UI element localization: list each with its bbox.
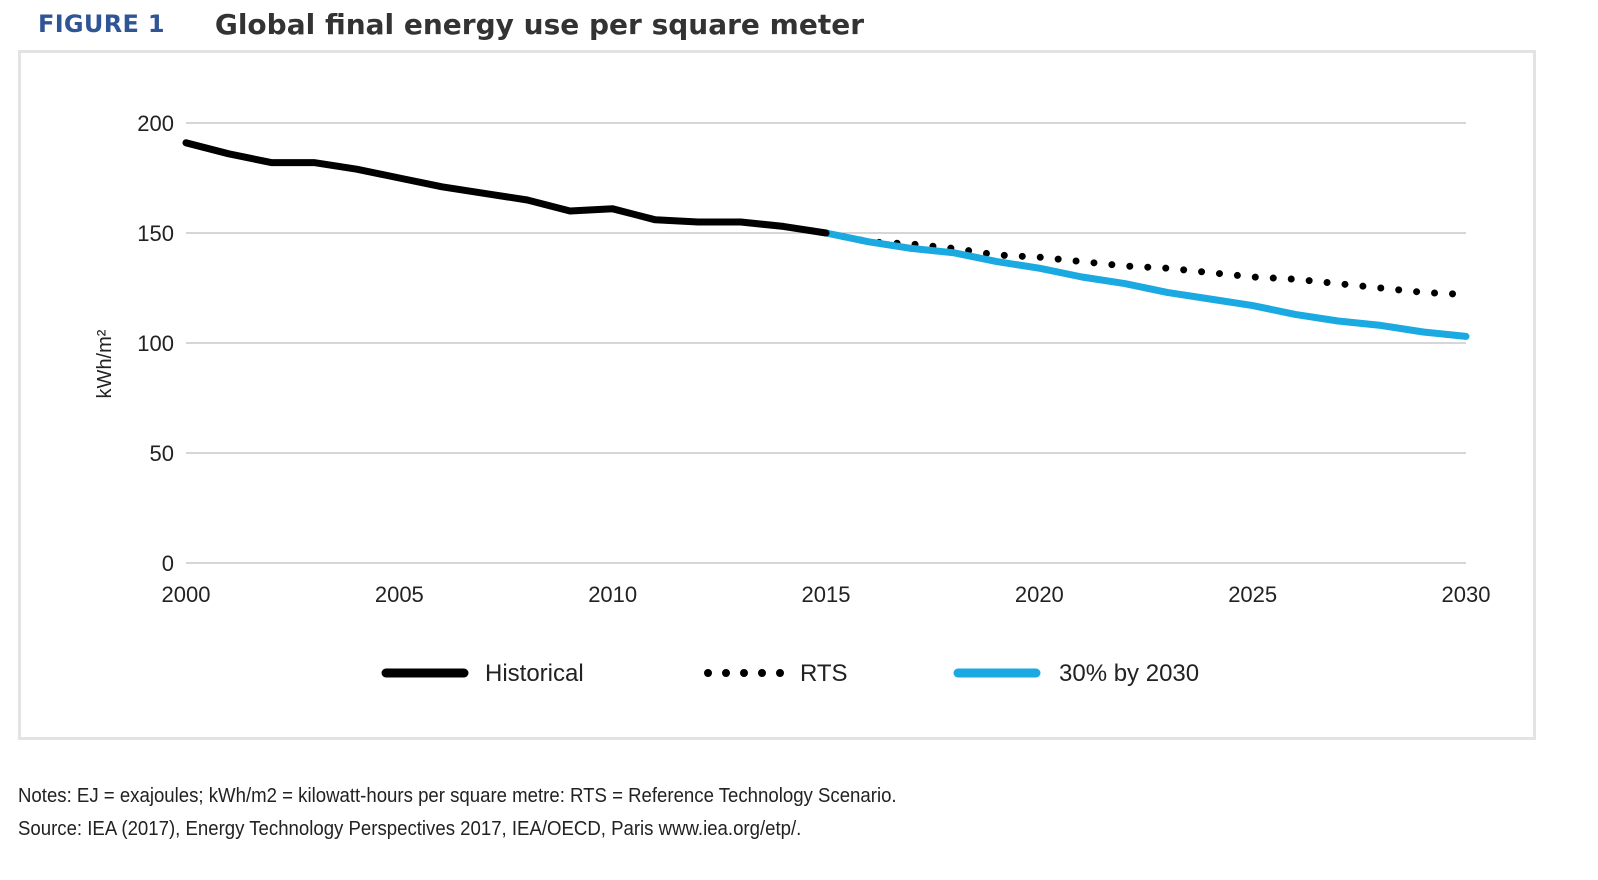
figure-title: Global final energy use per square meter bbox=[214, 7, 864, 41]
y-axis-label: kWh/m² bbox=[94, 329, 116, 398]
x-tick-label: 2000 bbox=[162, 582, 211, 607]
x-tick-label: 2010 bbox=[588, 582, 637, 607]
legend-label: 30% by 2030 bbox=[1059, 660, 1199, 687]
x-tick-label: 2030 bbox=[1442, 582, 1491, 607]
y-tick-label: 150 bbox=[137, 221, 174, 246]
legend: Historical RTS 30% by 2030 bbox=[381, 660, 1199, 687]
y-tick-label: 100 bbox=[137, 331, 174, 356]
y-tick-label: 50 bbox=[150, 441, 174, 466]
x-tick-label: 2005 bbox=[375, 582, 424, 607]
x-axis-ticks: 2000 2005 2010 2015 2020 2025 2030 bbox=[162, 582, 1491, 607]
x-tick-label: 2020 bbox=[1015, 582, 1064, 607]
notes: Notes: EJ = exajoules; kWh/m2 = kilowatt… bbox=[18, 780, 897, 846]
series-line-historical bbox=[182, 139, 830, 237]
series-lines bbox=[182, 139, 1470, 340]
gridlines bbox=[186, 122, 1466, 564]
x-tick-label: 2015 bbox=[802, 582, 851, 607]
figure-label: FIGURE 1 bbox=[38, 10, 165, 38]
notes-line: Notes: EJ = exajoules; kWh/m2 = kilowatt… bbox=[18, 785, 897, 807]
y-tick-label: 0 bbox=[162, 551, 174, 576]
source-line: Source: IEA (2017), Energy Technology Pe… bbox=[18, 818, 802, 840]
figure-header: FIGURE 1 Global final energy use per squ… bbox=[38, 6, 864, 42]
x-tick-label: 2025 bbox=[1228, 582, 1277, 607]
legend-label: Historical bbox=[485, 660, 584, 687]
y-tick-label: 200 bbox=[137, 111, 174, 136]
series-line-30-by-2030 bbox=[822, 229, 1470, 340]
series-line-rts bbox=[822, 229, 1470, 299]
y-axis-ticks: 0 50 100 150 200 bbox=[137, 111, 174, 576]
legend-label: RTS bbox=[800, 660, 848, 687]
